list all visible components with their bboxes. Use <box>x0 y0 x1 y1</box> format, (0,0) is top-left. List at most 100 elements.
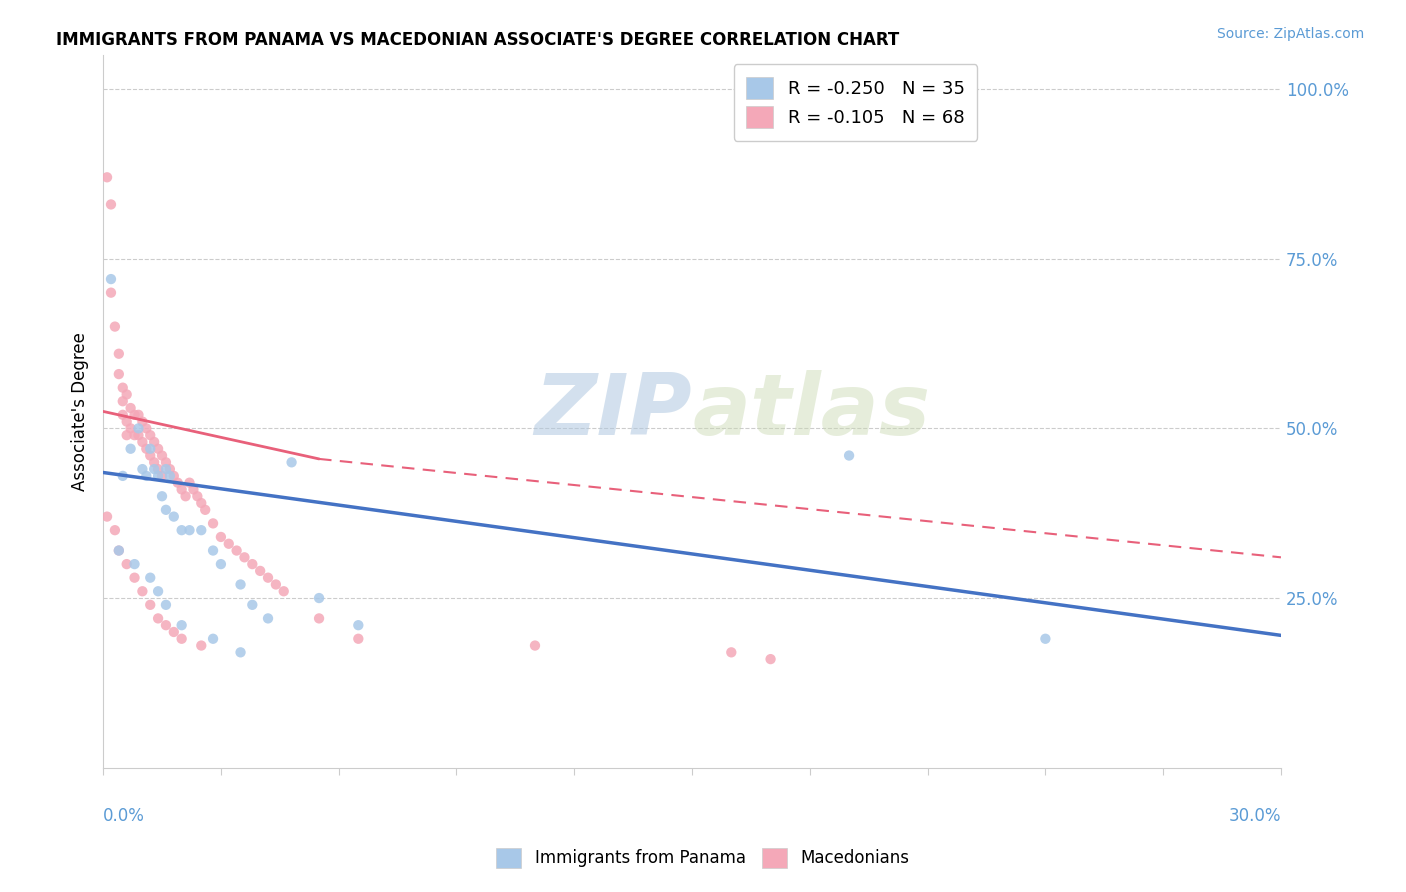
Point <box>190 496 212 510</box>
Point <box>100 285 122 300</box>
Point <box>120 401 142 415</box>
Point <box>131 434 153 449</box>
Point <box>759 652 782 666</box>
Point <box>120 442 142 456</box>
Point <box>218 537 240 551</box>
Point <box>308 591 330 605</box>
Point <box>108 367 131 381</box>
Point <box>257 611 280 625</box>
Point <box>225 543 247 558</box>
Point <box>143 462 166 476</box>
Point <box>124 571 146 585</box>
Text: 30.0%: 30.0% <box>1229 807 1281 825</box>
Text: atlas: atlas <box>692 370 931 453</box>
Point <box>179 523 201 537</box>
Point <box>104 319 127 334</box>
Point <box>202 516 225 531</box>
Point <box>127 428 149 442</box>
Point <box>209 557 232 571</box>
Point <box>139 428 162 442</box>
Point <box>146 442 169 456</box>
Point <box>163 469 186 483</box>
Point <box>838 449 860 463</box>
Point <box>202 543 225 558</box>
Point <box>240 557 263 571</box>
Point <box>155 503 177 517</box>
Point <box>155 618 177 632</box>
Point <box>135 469 157 483</box>
Point <box>135 442 157 456</box>
Point <box>170 483 193 497</box>
Point <box>524 639 547 653</box>
Point <box>100 272 122 286</box>
Point <box>155 455 177 469</box>
Point <box>257 571 280 585</box>
Point <box>131 462 153 476</box>
Point <box>124 428 146 442</box>
Point <box>170 523 193 537</box>
Point <box>143 434 166 449</box>
Point <box>1035 632 1057 646</box>
Legend: R = -0.250   N = 35, R = -0.105   N = 68: R = -0.250 N = 35, R = -0.105 N = 68 <box>734 64 977 141</box>
Point <box>229 577 252 591</box>
Point <box>280 455 302 469</box>
Point <box>146 462 169 476</box>
Y-axis label: Associate's Degree: Associate's Degree <box>72 332 89 491</box>
Legend: Immigrants from Panama, Macedonians: Immigrants from Panama, Macedonians <box>489 841 917 875</box>
Point <box>124 408 146 422</box>
Point <box>179 475 201 490</box>
Text: Source: ZipAtlas.com: Source: ZipAtlas.com <box>1216 27 1364 41</box>
Point <box>127 421 149 435</box>
Point <box>115 557 138 571</box>
Point <box>146 469 169 483</box>
Point <box>159 469 181 483</box>
Point <box>190 523 212 537</box>
Point <box>96 170 118 185</box>
Point <box>249 564 271 578</box>
Point <box>111 469 134 483</box>
Point <box>139 571 162 585</box>
Point <box>100 197 122 211</box>
Point <box>139 442 162 456</box>
Point <box>229 645 252 659</box>
Point <box>115 387 138 401</box>
Point <box>170 618 193 632</box>
Point <box>166 475 188 490</box>
Point <box>146 611 169 625</box>
Point <box>104 523 127 537</box>
Point <box>170 632 193 646</box>
Point <box>347 632 370 646</box>
Point <box>146 584 169 599</box>
Point <box>163 509 186 524</box>
Point <box>111 394 134 409</box>
Text: IMMIGRANTS FROM PANAMA VS MACEDONIAN ASSOCIATE'S DEGREE CORRELATION CHART: IMMIGRANTS FROM PANAMA VS MACEDONIAN ASS… <box>56 31 900 49</box>
Point <box>190 639 212 653</box>
Point <box>127 408 149 422</box>
Point <box>155 598 177 612</box>
Point <box>120 421 142 435</box>
Point <box>209 530 232 544</box>
Point <box>131 415 153 429</box>
Point <box>240 598 263 612</box>
Point <box>202 632 225 646</box>
Point <box>115 428 138 442</box>
Point <box>143 455 166 469</box>
Point <box>186 489 208 503</box>
Point <box>150 469 173 483</box>
Point <box>111 381 134 395</box>
Point <box>139 449 162 463</box>
Point <box>183 483 205 497</box>
Text: ZIP: ZIP <box>534 370 692 453</box>
Point <box>139 598 162 612</box>
Point <box>108 543 131 558</box>
Point <box>308 611 330 625</box>
Point <box>115 415 138 429</box>
Point <box>347 618 370 632</box>
Point <box>264 577 287 591</box>
Point <box>194 503 217 517</box>
Point <box>108 543 131 558</box>
Point <box>150 489 173 503</box>
Point <box>720 645 742 659</box>
Point <box>131 584 153 599</box>
Point <box>155 462 177 476</box>
